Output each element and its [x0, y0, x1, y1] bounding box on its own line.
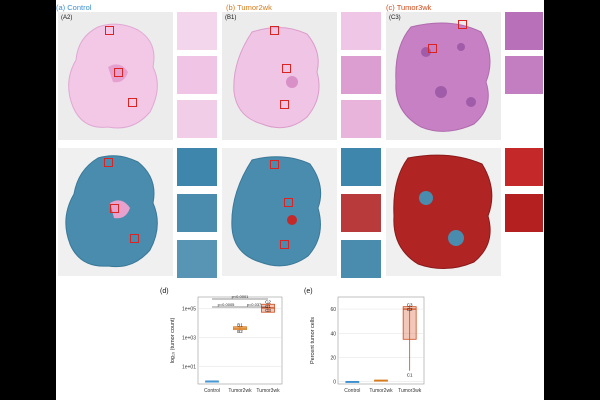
classified-slide-control [58, 148, 173, 276]
tumor-count-chart: 1e+01 1e+03 1e+05 log₁₀ (tumor count) Contro… [170, 294, 283, 394]
chart-label-d: (d) [160, 288, 169, 295]
box [402, 306, 417, 340]
lung-he-tumor2wk [233, 27, 320, 129]
panel-label-a: (a) Control [56, 3, 92, 12]
zoom-tile [341, 100, 381, 138]
zoom-tile [505, 148, 543, 186]
roi-box [270, 26, 279, 35]
x-tick-label: Control [204, 388, 220, 394]
roi-box [280, 100, 289, 109]
figure-canvas: (a) Control (b) Tumor2wk (c) Tumor3wk (A… [56, 0, 544, 400]
y-axis-label: Percent tumor cells [310, 317, 316, 364]
y-tick-label: 1e+03 [182, 336, 196, 342]
roi-box [104, 158, 113, 167]
point-label: B2 [237, 329, 243, 334]
classified-slide-tumor2wk [222, 148, 337, 276]
zoom-tile [177, 240, 217, 278]
y-tick-label: 1e+01 [182, 365, 196, 371]
roi-box [284, 198, 293, 207]
zoom-tile [341, 12, 381, 50]
significance-label: p<0.0001 [232, 294, 250, 299]
lung-he-tumor3wk [395, 22, 491, 132]
zoom-tile [177, 148, 217, 186]
lung-classified-tumor3wk [393, 154, 493, 269]
roi-box [105, 26, 114, 35]
point-label: C2 [407, 307, 413, 312]
he-slide-tumor3wk: (C3) [386, 12, 501, 140]
zoom-tile [341, 194, 381, 232]
significance-label: p=0.0005 [218, 302, 236, 307]
roi-box [114, 68, 123, 77]
x-tick-label: Control [344, 388, 360, 394]
roi-box [428, 44, 437, 53]
y-tick-label: 40 [330, 331, 336, 337]
x-tick-label: Tumor2wk [369, 388, 393, 394]
zoom-tile [341, 148, 381, 186]
y-tick-label: 20 [330, 355, 336, 361]
zoom-tile [341, 240, 381, 278]
point-label: C3 [407, 302, 413, 307]
classified-slide-tumor3wk [386, 148, 501, 276]
x-tick-label: Tumor3wk [256, 388, 280, 394]
panel-label-b: (b) Tumor2wk [226, 3, 272, 12]
percent-tumor-chart: 0 20 40 60 Percent tumor cells Control Tumor2w… [310, 296, 425, 394]
zoom-tile [341, 56, 381, 94]
he-slide-control: (A2) [58, 12, 173, 140]
roi-box [458, 20, 467, 29]
roi-box [270, 160, 279, 169]
chart-label-e: (e) [304, 288, 313, 295]
y-axis-label: log₁₀ (tumor count) [170, 317, 176, 363]
significance-label: p=0.037 [247, 302, 262, 307]
point-label: C3 [265, 308, 271, 313]
panel-sublabel-a: (A2) [61, 15, 73, 21]
zoom-tile [505, 56, 543, 94]
panel-sublabel-b: (B1) [225, 15, 237, 21]
he-slide-tumor2wk: (B1) [222, 12, 337, 140]
zoom-tile [505, 194, 543, 232]
point-label: C1 [407, 372, 413, 377]
panel-label-c: (c) Tumor3wk [386, 3, 432, 12]
point-label: B1 [237, 323, 243, 328]
lung-classified-control [65, 155, 158, 268]
zoom-tile [177, 56, 217, 94]
y-tick-label: 60 [330, 307, 336, 313]
lung-classified-tumor2wk [231, 156, 322, 267]
x-tick-label: Tumor2wk [228, 388, 252, 394]
y-tick-label: 1e+05 [182, 307, 196, 313]
roi-box [128, 98, 137, 107]
x-tick-label: Tumor3wk [398, 388, 422, 394]
point-label: C1 [265, 304, 271, 309]
panel-sublabel-c: (C3) [389, 15, 401, 21]
roi-box [130, 234, 139, 243]
zoom-tile [177, 100, 217, 138]
point-label: C2 [265, 300, 271, 305]
zoom-tile [177, 194, 217, 232]
zoom-tile [505, 12, 543, 50]
roi-box [280, 240, 289, 249]
zoom-tile [177, 12, 217, 50]
y-tick-label: 0 [333, 380, 336, 386]
roi-box [110, 204, 119, 213]
lung-he-control [68, 23, 158, 129]
roi-box [282, 64, 291, 73]
